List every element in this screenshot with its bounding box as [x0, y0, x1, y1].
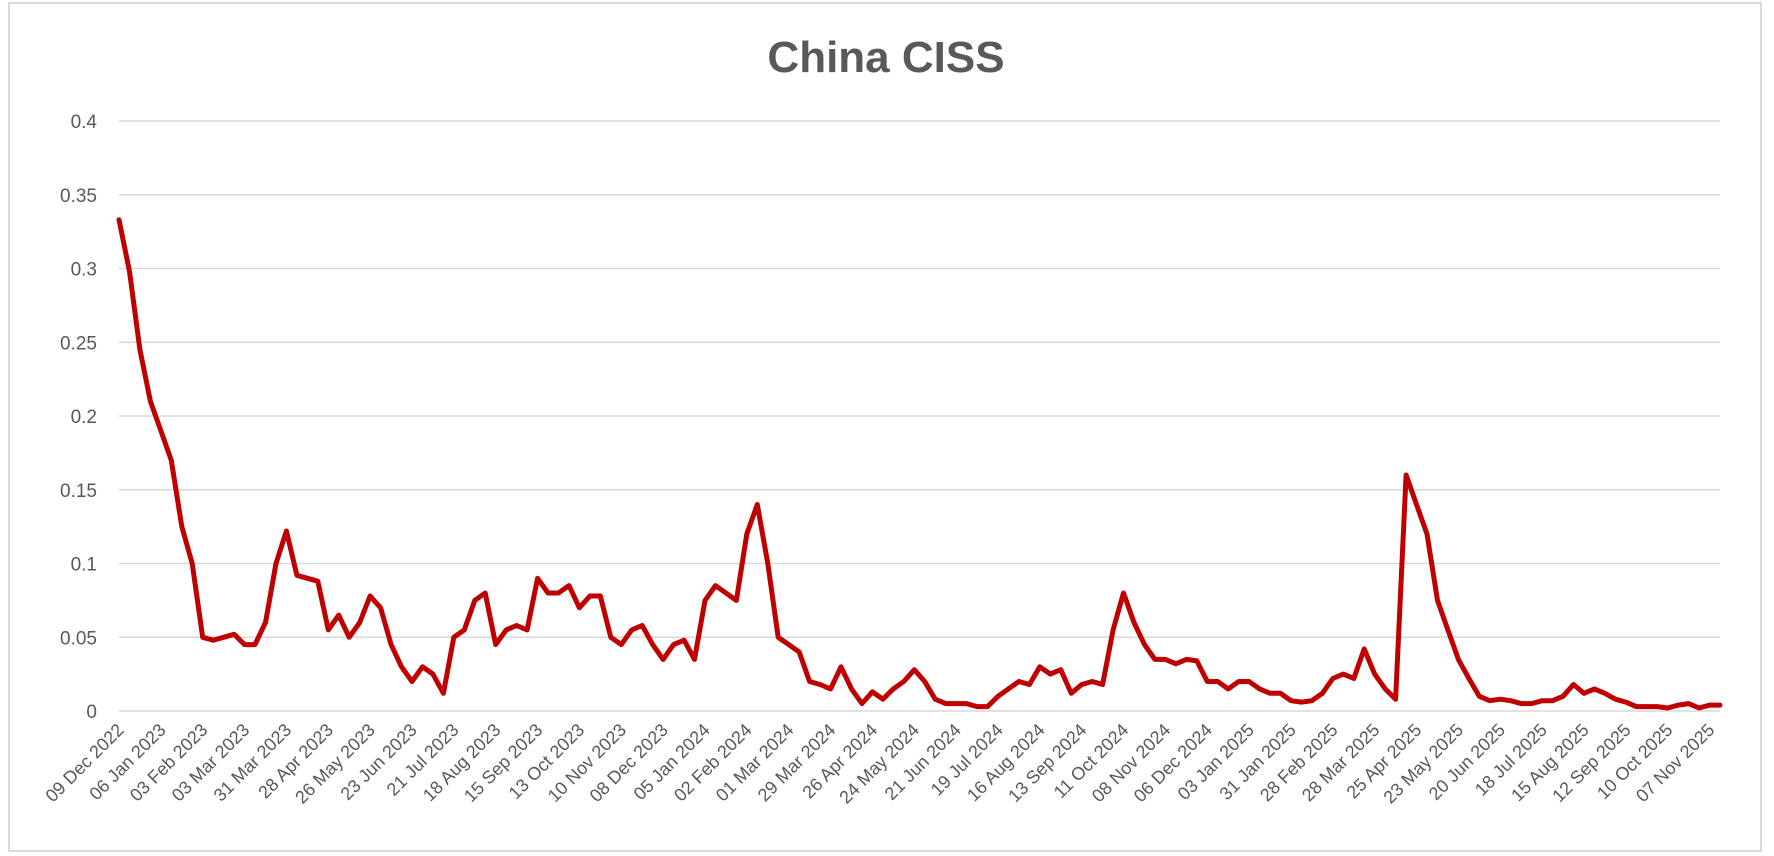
y-tick-label: 0.35 — [60, 186, 97, 207]
y-tick-label: 0.05 — [60, 628, 97, 649]
y-tick-label: 0.25 — [60, 333, 97, 354]
y-tick-label: 0.1 — [71, 555, 97, 576]
ciss-series-line — [116, 217, 1723, 711]
y-tick-label: 0.2 — [71, 407, 97, 428]
y-tick-label: 0 — [86, 702, 97, 723]
y-tick-label: 0.4 — [71, 112, 98, 133]
chart-border — [8, 2, 1762, 852]
series-line-group — [116, 217, 1723, 711]
chart-title: China CISS — [767, 33, 1004, 82]
gridlines — [119, 120, 1720, 712]
y-tick-label: 0.3 — [71, 260, 97, 281]
y-axis-ticks: 0 0.05 0.1 0.15 0.2 0.25 0.3 0.35 0.4 — [60, 112, 97, 723]
y-tick-label: 0.15 — [60, 481, 97, 502]
